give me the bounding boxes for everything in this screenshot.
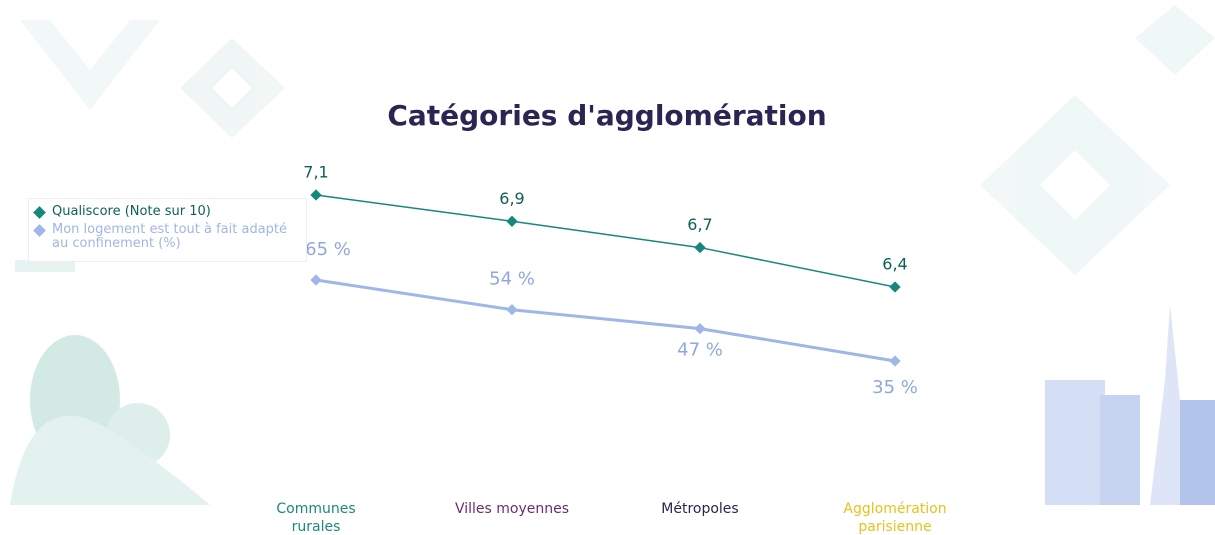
marker xyxy=(889,281,900,292)
x-tick-label: Villes moyennes xyxy=(437,500,587,518)
data-label: 7,1 xyxy=(303,163,328,182)
marker xyxy=(506,304,517,315)
marker xyxy=(694,242,705,253)
chart: Catégories d'agglomération 7,1 6,9 6,7 6,4 6… xyxy=(0,0,1215,535)
data-label: 6,7 xyxy=(687,215,712,234)
x-tick-label: Agglomération parisienne xyxy=(840,500,950,535)
marker xyxy=(506,216,517,227)
chart-title: Catégories d'agglomération xyxy=(387,99,826,132)
legend-label: Qualiscore (Note sur 10) xyxy=(52,205,211,219)
marker xyxy=(889,355,900,366)
marker xyxy=(310,274,321,285)
data-label: 35 % xyxy=(872,377,918,398)
legend-swatch xyxy=(33,206,46,219)
data-label: 6,4 xyxy=(882,255,907,274)
marker xyxy=(310,189,321,200)
x-tick-label: Communes rurales xyxy=(261,500,371,535)
legend-item: Qualiscore (Note sur 10) xyxy=(35,205,300,219)
legend-swatch xyxy=(33,224,46,237)
data-label: 65 % xyxy=(305,239,351,260)
x-tick-label: Métropoles xyxy=(625,500,775,518)
data-label: 6,9 xyxy=(499,189,524,208)
data-label: 47 % xyxy=(677,340,723,361)
series-line xyxy=(316,280,895,361)
page: Catégories d'agglomération 7,1 6,9 6,7 6,4 6… xyxy=(0,0,1215,535)
series-line xyxy=(316,195,895,287)
legend-item: Mon logement est tout à fait adapté au c… xyxy=(35,223,300,251)
legend: Qualiscore (Note sur 10) Mon logement est… xyxy=(28,198,307,262)
marker xyxy=(694,323,705,334)
data-label: 54 % xyxy=(489,269,535,290)
legend-label: Mon logement est tout à fait adapté au c… xyxy=(52,223,300,251)
